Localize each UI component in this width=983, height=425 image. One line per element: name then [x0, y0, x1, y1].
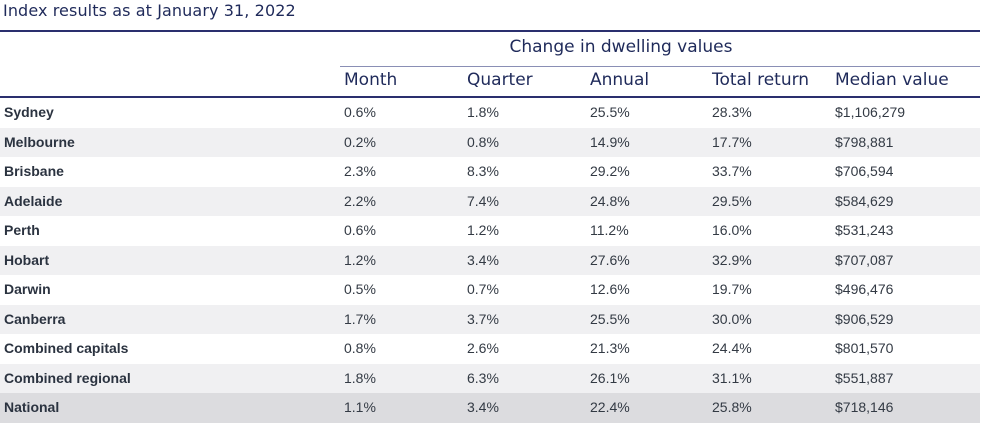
median-value: $906,529: [835, 310, 894, 327]
annual-value: 24.8%: [590, 192, 630, 209]
annual-value: 11.2%: [590, 222, 629, 238]
region-name: National: [4, 399, 60, 415]
quarter-value: 8.3%: [467, 163, 499, 179]
table-title: Index results as at January 31, 2022: [3, 1, 296, 20]
column-header-total-return: Total return: [712, 70, 810, 90]
annual-value: 27.6%: [590, 251, 630, 268]
month-value: 1.2%: [344, 251, 376, 268]
total-return-value: 30.0%: [712, 310, 752, 327]
total-return-value: 17.7%: [712, 133, 752, 150]
annual-value: 25.5%: [590, 104, 630, 120]
annual-value: 22.4%: [590, 399, 630, 415]
quarter-value: 2.6%: [467, 340, 499, 356]
column-header-month: Month: [344, 70, 398, 90]
top-rule: [0, 30, 980, 32]
annual-value: 25.5%: [590, 310, 630, 327]
quarter-value: 7.4%: [467, 192, 499, 209]
month-value: 0.6%: [344, 104, 376, 120]
region-name: Hobart: [4, 251, 50, 268]
column-headers: Month Quarter Annual Total return Median…: [0, 70, 980, 94]
month-value: 0.2%: [344, 133, 376, 150]
quarter-value: 3.4%: [467, 399, 499, 415]
region-name: Adelaide: [4, 192, 63, 209]
table-row: Perth 0.6% 1.2% 11.2% 16.0% $531,243: [0, 216, 980, 246]
median-value: $551,887: [835, 369, 894, 386]
total-return-value: 25.8%: [712, 399, 752, 415]
annual-value: 29.2%: [590, 163, 630, 179]
total-return-value: 19.7%: [712, 281, 752, 297]
month-value: 1.1%: [344, 399, 376, 415]
annual-value: 12.6%: [590, 281, 630, 297]
median-value: $584,629: [835, 192, 894, 209]
table-row: Combined capitals 0.8% 2.6% 21.3% 24.4% …: [0, 334, 980, 364]
annual-value: 21.3%: [590, 340, 630, 356]
quarter-value: 6.3%: [467, 369, 499, 386]
group-header: Change in dwelling values: [509, 37, 733, 57]
table-row: Brisbane 2.3% 8.3% 29.2% 33.7% $706,594: [0, 157, 980, 187]
month-value: 0.8%: [344, 340, 376, 356]
total-return-value: 28.3%: [712, 104, 752, 120]
month-value: 0.5%: [344, 281, 376, 297]
quarter-value: 3.7%: [467, 310, 499, 327]
total-return-value: 16.0%: [712, 222, 752, 238]
region-name: Canberra: [4, 310, 66, 327]
quarter-value: 3.4%: [467, 251, 499, 268]
header-rule: [0, 96, 980, 98]
month-value: 1.8%: [344, 369, 376, 386]
table-row: Combined regional 1.8% 6.3% 26.1% 31.1% …: [0, 363, 980, 393]
column-header-annual: Annual: [590, 70, 650, 90]
annual-value: 26.1%: [590, 369, 630, 386]
median-value: $706,594: [835, 163, 894, 179]
table-body: Sydney 0.6% 1.8% 25.5% 28.3% $1,106,279 …: [0, 98, 980, 423]
annual-value: 14.9%: [590, 133, 630, 150]
column-header-quarter: Quarter: [467, 70, 533, 90]
total-return-value: 33.7%: [712, 163, 752, 179]
table-row: Canberra 1.7% 3.7% 25.5% 30.0% $906,529: [0, 304, 980, 334]
region-name: Perth: [4, 222, 40, 238]
group-header-rule: [340, 66, 980, 67]
median-value: $496,476: [835, 281, 894, 297]
median-value: $707,087: [835, 251, 894, 268]
table-row: Melbourne 0.2% 0.8% 14.9% 17.7% $798,881: [0, 127, 980, 157]
median-value: $718,146: [835, 399, 894, 415]
table-row: Hobart 1.2% 3.4% 27.6% 32.9% $707,087: [0, 245, 980, 275]
quarter-value: 0.8%: [467, 133, 499, 150]
month-value: 0.6%: [344, 222, 376, 238]
region-name: Melbourne: [4, 133, 75, 150]
region-name: Sydney: [4, 104, 54, 120]
table-row: Sydney 0.6% 1.8% 25.5% 28.3% $1,106,279: [0, 98, 980, 128]
quarter-value: 0.7%: [467, 281, 499, 297]
total-return-value: 31.1%: [712, 369, 752, 386]
table-row-national: National 1.1% 3.4% 22.4% 25.8% $718,146: [0, 393, 980, 423]
median-value: $801,570: [835, 340, 894, 356]
total-return-value: 29.5%: [712, 192, 752, 209]
month-value: 1.7%: [344, 310, 376, 327]
total-return-value: 32.9%: [712, 251, 752, 268]
region-name: Combined capitals: [4, 340, 129, 356]
column-header-median-value: Median value: [835, 70, 949, 90]
quarter-value: 1.2%: [467, 222, 499, 238]
month-value: 2.3%: [344, 163, 376, 179]
quarter-value: 1.8%: [467, 104, 499, 120]
table-row: Darwin 0.5% 0.7% 12.6% 19.7% $496,476: [0, 275, 980, 305]
median-value: $1,106,279: [835, 104, 906, 120]
median-value: $798,881: [835, 133, 894, 150]
region-name: Combined regional: [4, 369, 131, 386]
table-row: Adelaide 2.2% 7.4% 24.8% 29.5% $584,629: [0, 186, 980, 216]
region-name: Darwin: [4, 281, 51, 297]
median-value: $531,243: [835, 222, 894, 238]
month-value: 2.2%: [344, 192, 376, 209]
region-name: Brisbane: [4, 163, 64, 179]
total-return-value: 24.4%: [712, 340, 752, 356]
